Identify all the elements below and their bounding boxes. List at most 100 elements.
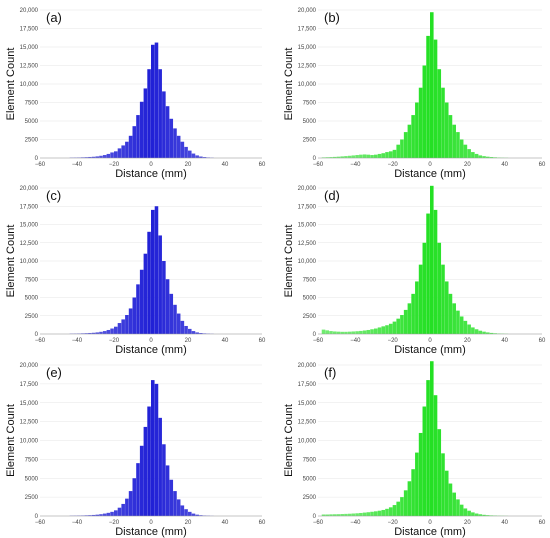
y-tick-label: 15,000: [298, 45, 317, 51]
histogram-bar: [400, 315, 404, 334]
histogram-bar: [136, 284, 140, 334]
histogram-bar: [377, 327, 382, 334]
histogram-svg: 0 2500 5000 7500 10,000 12,500 15,000 17,500 20,…: [5, 363, 266, 538]
histogram-bar: [392, 505, 397, 516]
x-tick-label: 0: [149, 338, 153, 344]
histogram-bar: [347, 513, 352, 516]
histogram-bar: [444, 281, 449, 334]
histogram-panel: 0 2500 5000 7500 10,000 12,500 15,000 17,500 20,…: [0, 178, 270, 356]
histogram-bar: [114, 510, 118, 516]
histogram-bar: [385, 508, 389, 516]
histogram-bar: [351, 513, 356, 516]
y-tick-label: 2500: [303, 495, 317, 501]
histogram-bar: [474, 329, 479, 334]
histogram-bar: [370, 511, 374, 516]
x-tick-label: −20: [388, 338, 399, 344]
y-tick-label: 17,500: [298, 204, 317, 210]
histogram-bar: [125, 315, 129, 334]
histogram-bar: [452, 492, 456, 516]
histogram-bar: [340, 514, 344, 516]
histogram-bar: [180, 141, 185, 158]
x-tick-label: −40: [72, 162, 83, 168]
histogram-bar: [173, 491, 177, 516]
y-tick-label: 12,500: [20, 241, 39, 247]
histogram-bar: [99, 514, 103, 516]
histogram-bar: [362, 330, 367, 334]
y-tick-label: 15,000: [298, 223, 317, 229]
histogram-bar: [478, 514, 483, 516]
histogram-bar: [125, 498, 129, 516]
histogram-bar: [165, 279, 170, 334]
x-tick-label: 40: [501, 520, 508, 526]
x-tick-label: 20: [464, 520, 471, 526]
histogram-bar: [325, 330, 330, 334]
histogram-bar: [195, 155, 199, 158]
x-tick-label: −20: [109, 338, 120, 344]
y-tick-label: 0: [35, 332, 39, 338]
histogram-bar: [437, 69, 442, 158]
histogram-bar: [162, 261, 166, 334]
histogram-bar: [99, 155, 103, 158]
histogram-bar: [336, 156, 341, 158]
histogram-bar: [121, 145, 125, 158]
panel-label: (c): [46, 188, 61, 203]
histogram-bar: [128, 135, 133, 158]
histogram-bar: [158, 235, 162, 334]
y-tick-label: 7500: [25, 277, 39, 283]
x-tick-label: −40: [72, 520, 83, 526]
panel-label: (d): [324, 188, 340, 203]
histogram-bar: [444, 102, 449, 158]
histogram-bar: [422, 406, 427, 516]
histogram-bar: [176, 313, 181, 334]
histogram-bar: [407, 124, 412, 158]
histogram-bar: [415, 452, 419, 516]
histogram-bar: [471, 512, 475, 516]
histogram-bar: [444, 470, 449, 516]
histogram-bar: [407, 481, 412, 516]
y-tick-label: 7500: [25, 101, 39, 107]
histogram-bar: [321, 514, 326, 516]
histogram-bar: [493, 157, 498, 158]
histogram-bar: [482, 156, 486, 158]
histogram-panel: 0 2500 5000 7500 10,000 12,500 15,000 17,500 20,…: [278, 0, 550, 180]
x-tick-label: 20: [185, 338, 192, 344]
histogram-bar: [344, 331, 348, 334]
histogram-bar: [158, 417, 162, 516]
y-axis-label: Element Count: [283, 48, 295, 121]
histogram-bar: [467, 149, 471, 158]
y-tick-label: 10,000: [298, 259, 317, 265]
y-axis-label: Element Count: [5, 48, 17, 121]
histogram-bar: [102, 155, 107, 158]
histogram-bar: [336, 331, 341, 334]
histogram-bar: [128, 491, 133, 516]
histogram-bar: [325, 514, 330, 516]
histogram-bar: [396, 144, 400, 158]
y-tick-label: 20,000: [298, 363, 317, 369]
x-tick-label: −60: [313, 520, 324, 526]
histogram-bar: [482, 514, 486, 516]
histogram-bar: [400, 139, 404, 158]
histogram-bar: [132, 478, 137, 516]
histogram-bar: [173, 304, 177, 334]
x-tick-label: 60: [539, 162, 546, 168]
histogram-bar: [448, 293, 453, 334]
histogram-bar: [143, 253, 148, 334]
histogram-bar: [199, 515, 203, 516]
histogram-bar: [456, 132, 460, 158]
histogram-bar: [456, 310, 460, 334]
x-tick-label: −60: [35, 162, 46, 168]
histogram-bar: [355, 155, 359, 158]
y-axis-label: Element Count: [283, 225, 295, 298]
histogram-bar: [162, 91, 166, 158]
histogram-bar: [151, 380, 155, 516]
histogram-bar: [88, 156, 92, 158]
histogram-bar: [165, 465, 170, 516]
y-tick-label: 10,000: [20, 82, 39, 88]
y-tick-label: 17,500: [20, 204, 39, 210]
histogram-bar: [370, 155, 374, 158]
histogram-bar: [452, 124, 456, 158]
histogram-bar: [456, 499, 460, 516]
y-tick-label: 0: [35, 514, 39, 520]
histogram-bar: [325, 157, 330, 158]
histogram-bar: [392, 321, 397, 334]
